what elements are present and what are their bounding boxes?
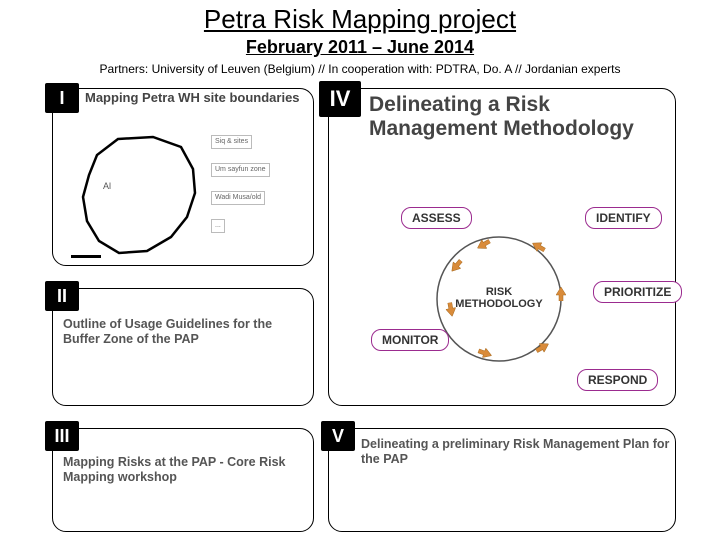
content-grid: I Mapping Petra WH site boundaries Al Si…: [0, 88, 720, 540]
roman-badge-III: III: [45, 421, 79, 451]
roman-badge-II: II: [45, 281, 79, 311]
map-sketch: Al Siq & sites Um sayfun zone Wadi Musa/…: [63, 131, 273, 261]
panel-title-I: Mapping Petra WH site boundaries: [85, 91, 307, 106]
panel-mapping-boundaries: I Mapping Petra WH site boundaries Al Si…: [52, 88, 314, 266]
page-subtitle: February 2011 – June 2014: [0, 37, 720, 58]
panel-mapping-risks: III Mapping Risks at the PAP - Core Risk…: [52, 428, 314, 532]
roman-badge-V: V: [321, 421, 355, 451]
panel-title-II: Outline of Usage Guidelines for the Buff…: [63, 317, 301, 347]
panel-risk-plan: V Delineating a preliminary Risk Managem…: [328, 428, 676, 532]
cycle-center-label: RISK METHODOLOGY: [449, 287, 549, 310]
legend-item: Wadi Musa/old: [211, 191, 265, 205]
cycle-marker-icon: [442, 302, 454, 318]
legend-item: Um sayfun zone: [211, 163, 270, 177]
legend-item: ...: [211, 219, 225, 233]
cycle-step-identify: IDENTIFY: [585, 207, 662, 229]
page-title: Petra Risk Mapping project: [0, 4, 720, 35]
cycle-step-monitor: MONITOR: [371, 329, 449, 351]
panel-title-V: Delineating a preliminary Risk Managemen…: [361, 437, 685, 467]
roman-badge-I: I: [45, 83, 79, 113]
cycle-step-respond: RESPOND: [577, 369, 658, 391]
svg-text:Al: Al: [103, 181, 111, 191]
panel-risk-methodology: IV Delineating a Risk Management Methodo…: [328, 88, 676, 406]
cycle-step-prioritize: PRIORITIZE: [593, 281, 682, 303]
panel-usage-guidelines: II Outline of Usage Guidelines for the B…: [52, 288, 314, 406]
panel-title-III: Mapping Risks at the PAP - Core Risk Map…: [63, 455, 301, 485]
header: Petra Risk Mapping project February 2011…: [0, 0, 720, 76]
cycle-step-assess: ASSESS: [401, 207, 472, 229]
legend-item: Siq & sites: [211, 135, 252, 149]
partners-line: Partners: University of Leuven (Belgium)…: [0, 62, 720, 76]
cycle-marker-icon: [559, 287, 569, 301]
cycle-ring-icon: [329, 89, 677, 407]
